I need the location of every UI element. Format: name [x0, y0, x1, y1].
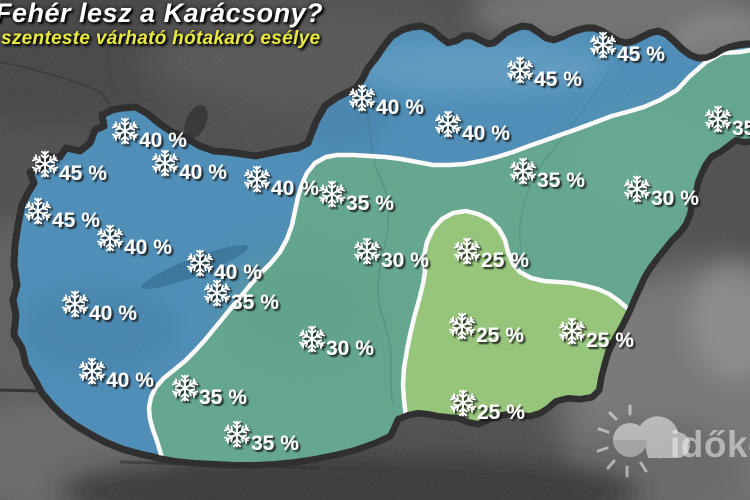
- snow-probability-label: 40 %: [61, 290, 137, 325]
- sun-cloud-icon: [596, 404, 691, 478]
- snow-probability-label: 30 %: [623, 175, 699, 210]
- probability-value: 30 %: [381, 249, 429, 272]
- snow-probability-label: 25 %: [453, 237, 529, 272]
- snow-probability-label: 35 %: [509, 157, 585, 192]
- brand-watermark: időkép: [670, 424, 750, 465]
- snow-probability-label: 40 %: [434, 110, 510, 145]
- probability-value: 40 %: [376, 96, 424, 119]
- snow-probability-label: 25 %: [449, 389, 525, 424]
- probability-value: 35 %: [251, 432, 299, 455]
- snow-probability-label: 45 %: [589, 31, 665, 66]
- probability-value: 35 %: [346, 192, 394, 215]
- probability-value: 45 %: [52, 209, 100, 232]
- probability-value: 40 %: [179, 161, 227, 184]
- probability-value: 30 %: [651, 187, 699, 210]
- snow-probability-label: 40 %: [151, 149, 227, 184]
- snow-probability-label: 40 %: [111, 117, 187, 152]
- snow-probability-label: 25 %: [448, 312, 524, 347]
- snow-probability-label: 35 %: [223, 420, 299, 455]
- snow-probability-label: 40 %: [186, 249, 262, 284]
- probability-value: 35 %: [537, 169, 585, 192]
- snow-probability-label: 40 %: [348, 84, 424, 119]
- page-subtitle: szenteste várható hótakaró esélye: [1, 28, 321, 49]
- snow-probability-label: 30 %: [298, 325, 374, 360]
- probability-value: 30 %: [326, 337, 374, 360]
- probability-value: 25 %: [477, 401, 525, 424]
- page-title: Fehér lesz a Karácsony?: [0, 0, 324, 28]
- snow-probability-labels: 45 % 45 % 40 % 40 % 40 % 40 % 45 % 45 % 40 % 35 %…: [24, 31, 750, 455]
- probability-value: 40 %: [462, 122, 510, 145]
- probability-value: 35 %: [199, 386, 247, 409]
- snow-probability-label: 35 %: [171, 374, 247, 409]
- snow-probability-label: 40 %: [243, 165, 319, 200]
- snow-probability-label: 35 %: [318, 180, 394, 215]
- probability-value: 35 %: [732, 117, 750, 140]
- probability-value: 40 %: [271, 177, 319, 200]
- probability-value: 25 %: [481, 249, 529, 272]
- probability-value: 35 %: [231, 291, 279, 314]
- probability-value: 45 %: [59, 162, 107, 185]
- snow-probability-label: 45 %: [24, 197, 100, 232]
- snow-probability-label: 30 %: [353, 237, 429, 272]
- probability-value: 25 %: [586, 329, 634, 352]
- snow-probability-label: 40 %: [96, 224, 172, 259]
- probability-value: 40 %: [139, 129, 187, 152]
- probability-value: 40 %: [124, 236, 172, 259]
- snow-probability-label: 40 %: [78, 357, 154, 392]
- snow-probability-label: 35 %: [203, 279, 279, 314]
- probability-value: 40 %: [106, 369, 154, 392]
- probability-value: 45 %: [534, 68, 582, 91]
- snow-probability-label: 45 %: [506, 56, 582, 91]
- probability-value: 25 %: [476, 324, 524, 347]
- snow-probability-label: 25 %: [558, 317, 634, 352]
- probability-value: 40 %: [89, 302, 137, 325]
- snow-probability-label: 35 %: [704, 105, 750, 140]
- probability-value: 45 %: [617, 43, 665, 66]
- probability-value: 40 %: [214, 261, 262, 284]
- snow-probability-label: 45 %: [31, 150, 107, 185]
